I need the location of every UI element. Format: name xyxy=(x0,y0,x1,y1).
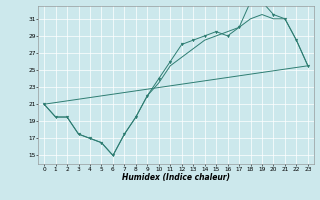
X-axis label: Humidex (Indice chaleur): Humidex (Indice chaleur) xyxy=(122,173,230,182)
